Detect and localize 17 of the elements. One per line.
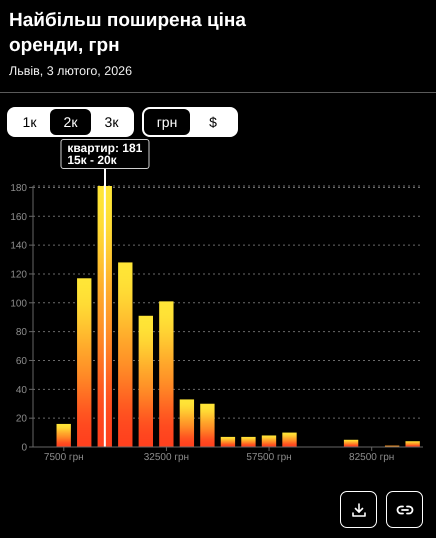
chart-subtitle: Львів, 3 лютого, 2026 [9, 64, 132, 78]
y-tick-label: 100 [10, 298, 28, 310]
x-tick-label: 57500 грн [246, 452, 292, 464]
y-tick-label: 140 [10, 240, 28, 252]
chart-title: Найбільш поширена ціна оренди, грн [9, 10, 246, 56]
y-tick-label: 180 [10, 182, 28, 194]
x-tick-label: 32500 грн [144, 452, 190, 464]
y-tick-label: 160 [10, 212, 28, 223]
x-tick-label: 82500 грн [349, 452, 394, 464]
y-tick-label: 60 [16, 356, 28, 368]
annotation: квартир: 181 15к - 20к [67, 141, 142, 167]
y-tick-label: 40 [16, 384, 28, 396]
y-tick-label: 120 [10, 270, 28, 281]
y-tick-label: 80 [16, 327, 28, 338]
y-tick-label: 0 [21, 442, 28, 454]
x-tick-label: 7500 грн [44, 452, 84, 464]
y-tick-label: 20 [16, 414, 28, 425]
